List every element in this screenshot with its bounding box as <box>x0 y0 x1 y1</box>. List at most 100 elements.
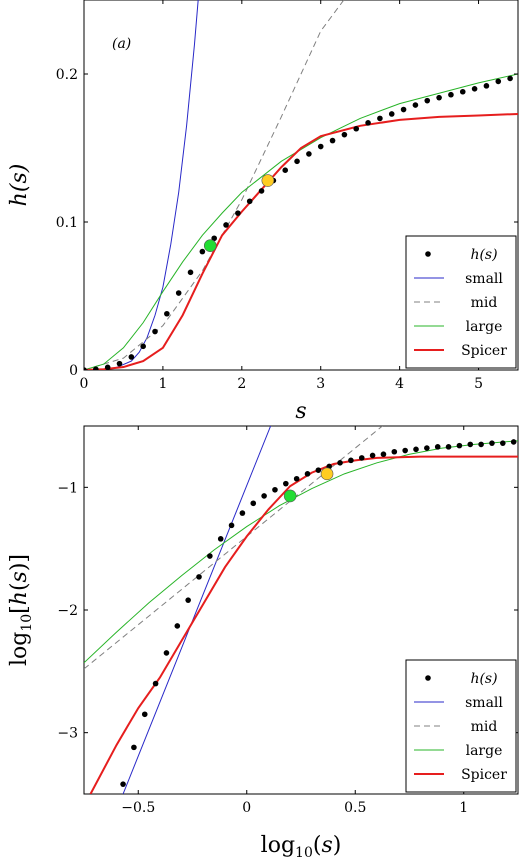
highlight-marker <box>261 174 275 187</box>
legend-swatch <box>425 675 431 681</box>
highlight-marker <box>283 489 297 503</box>
legend-label: small <box>465 271 503 287</box>
data-point <box>185 597 191 603</box>
plot-frame <box>83 0 519 371</box>
data-point <box>369 452 376 459</box>
highlight-marker <box>203 239 217 252</box>
data-point <box>239 510 246 516</box>
series-line-small <box>84 0 199 370</box>
data-point <box>93 366 99 370</box>
data-point <box>282 167 289 173</box>
data-point <box>500 440 506 446</box>
data-point <box>400 106 407 113</box>
legend: h(s) small mid large Spicer <box>405 235 517 369</box>
x-tick-label: 5 <box>474 376 483 392</box>
data-point <box>402 447 408 454</box>
data-point <box>120 781 126 787</box>
x-tick-label: 1 <box>158 376 167 392</box>
data-point <box>272 486 278 493</box>
data-point <box>424 445 430 451</box>
data-point <box>293 475 300 482</box>
data-point <box>329 137 336 144</box>
data-point <box>413 446 419 453</box>
data-point <box>128 354 135 360</box>
y-tick-label: 0.1 <box>56 215 78 231</box>
axis-ticks: 0 1 2 3 4 5 0 0.1 0.2 <box>56 0 518 392</box>
legend-label: h(s) <box>470 671 497 687</box>
data-point <box>196 574 202 580</box>
data-point <box>459 88 466 95</box>
x-tick-label: 0.5 <box>344 800 366 816</box>
plot-area <box>84 0 518 370</box>
data-point <box>294 158 300 165</box>
panel-label: (a) <box>112 36 131 52</box>
data-point <box>207 553 213 559</box>
data-point <box>174 623 181 629</box>
x-tick-label: 0 <box>80 376 89 392</box>
data-point <box>495 78 502 85</box>
data-point <box>412 102 419 108</box>
data-point <box>507 75 513 82</box>
data-point <box>353 125 360 132</box>
data-point <box>141 711 148 718</box>
data-point <box>116 360 123 367</box>
data-point <box>391 448 398 455</box>
legend-label: large <box>466 743 503 759</box>
data-point <box>337 460 343 466</box>
legend-label: small <box>465 695 503 711</box>
data-point <box>261 493 267 499</box>
chart-panel-b: −0.5 0 0.5 1 −3 −2 −1 log10[h(s)] log10(s) h(s… <box>7 425 519 861</box>
data-point <box>489 440 495 446</box>
data-point <box>140 343 146 350</box>
data-point <box>246 198 253 205</box>
data-point <box>478 441 484 448</box>
data-point <box>152 680 159 687</box>
y-tick-label: −3 <box>57 726 78 742</box>
data-point <box>483 83 490 89</box>
data-point <box>434 444 441 450</box>
y-axis-label: log10[h(s)] <box>7 554 35 666</box>
data-point <box>358 455 365 461</box>
data-point <box>388 111 395 117</box>
data-point <box>341 131 348 138</box>
data-point <box>365 120 371 126</box>
data-point <box>211 235 217 242</box>
data-point <box>348 457 354 464</box>
series-line-large <box>84 73 518 370</box>
data-point <box>163 650 170 656</box>
data-point <box>436 94 442 101</box>
data-point <box>510 439 517 445</box>
highlight-marker <box>320 467 334 481</box>
series-line-mid <box>84 0 345 370</box>
data-point <box>317 143 324 150</box>
data-point <box>283 480 289 487</box>
legend-label: h(s) <box>470 247 497 263</box>
data-point <box>258 188 265 194</box>
data-point <box>104 364 111 370</box>
data-point <box>175 290 182 296</box>
legend-label: large <box>466 319 503 335</box>
data-point <box>84 367 87 370</box>
legend-label: mid <box>471 295 498 311</box>
data-point <box>199 248 206 255</box>
data-point <box>448 91 454 98</box>
data-point <box>306 151 312 157</box>
data-point <box>424 97 431 104</box>
data-point <box>380 451 387 458</box>
y-axis-label: h(s) <box>7 164 32 207</box>
data-point <box>235 210 241 216</box>
x-tick-label: 3 <box>316 376 325 392</box>
data-point <box>467 441 474 448</box>
x-tick-label: −0.5 <box>121 800 155 816</box>
x-tick-label: 4 <box>395 376 404 392</box>
data-point <box>131 744 137 751</box>
series-line-large <box>84 440 518 664</box>
legend-label: Spicer <box>461 343 507 359</box>
data-point <box>377 115 383 122</box>
data-point <box>217 536 224 542</box>
plot-area <box>84 426 518 794</box>
data-point <box>152 328 158 335</box>
chart-panel-a: (a) 0 1 2 3 4 5 0 0.1 0.2 h(s) s h(s) small mid lar… <box>7 0 519 424</box>
data-point <box>228 522 235 529</box>
